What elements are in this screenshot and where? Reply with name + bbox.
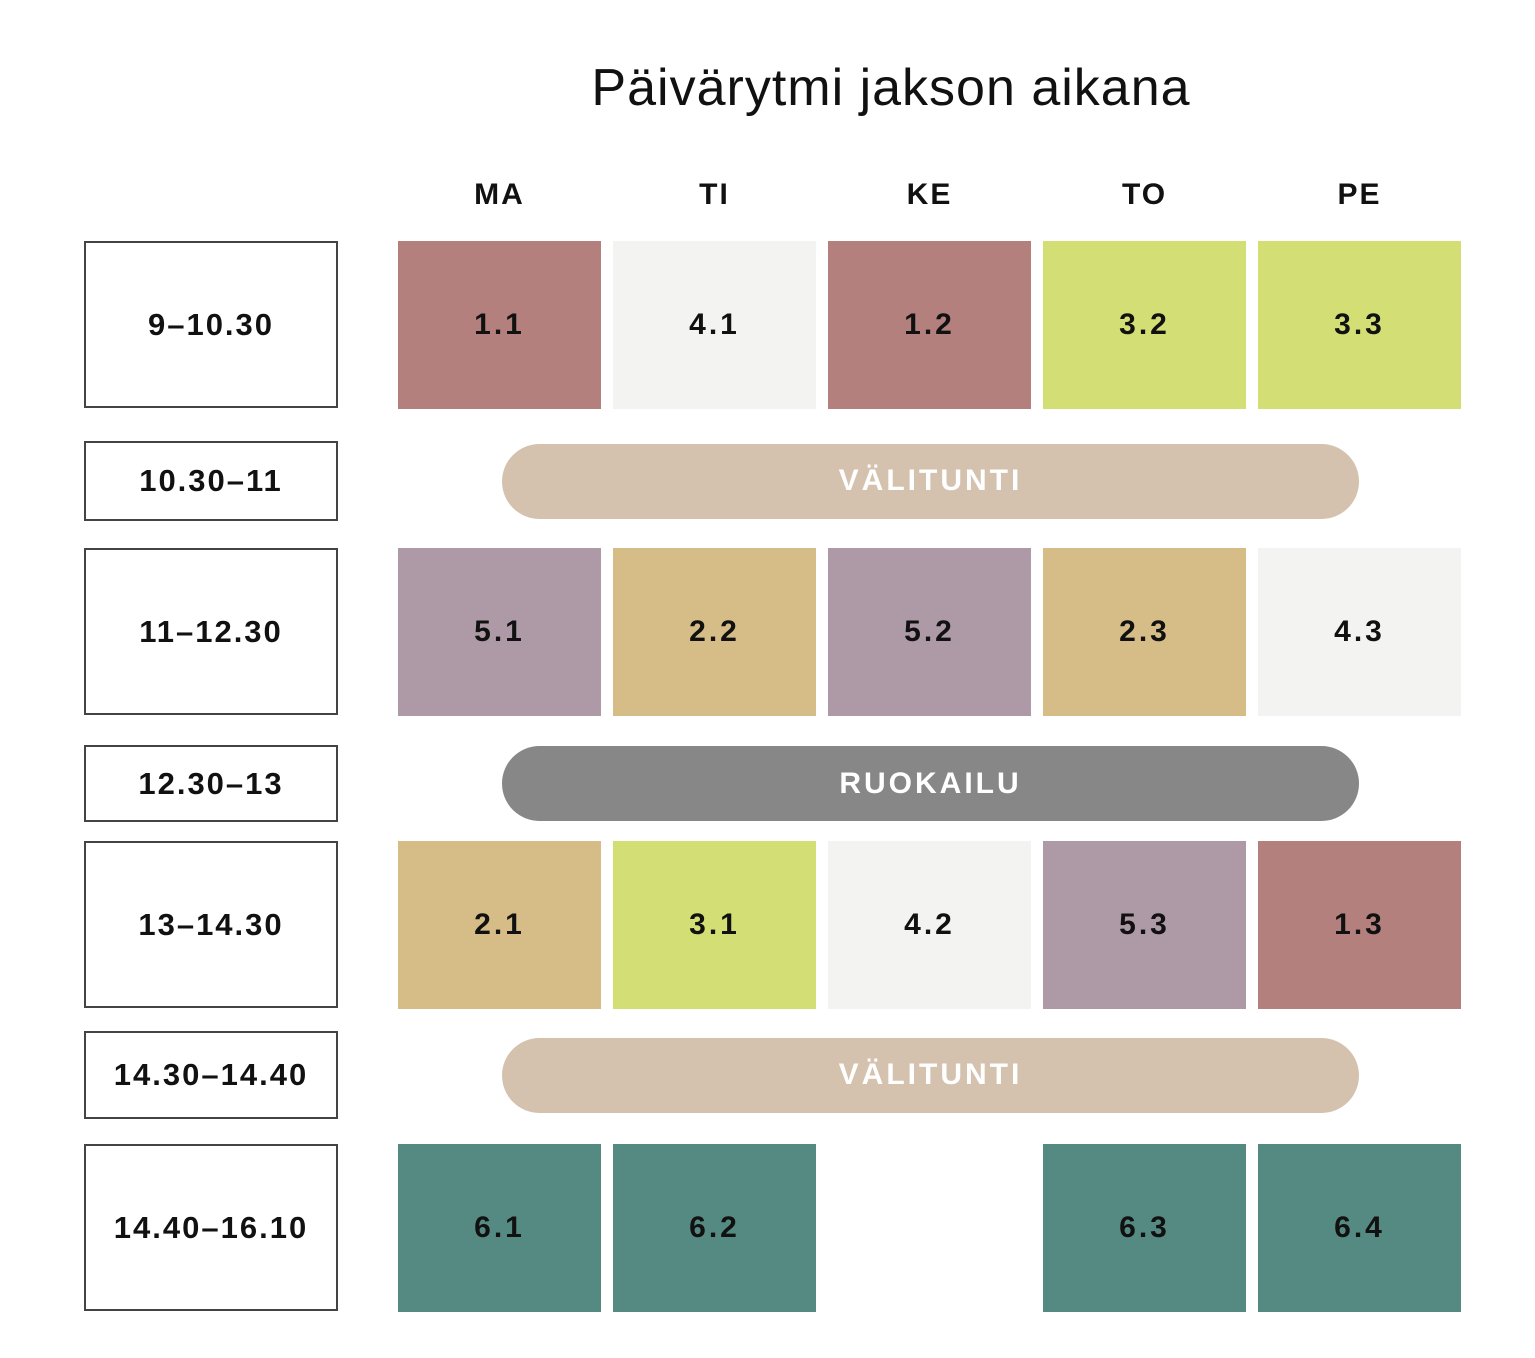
- lesson-block: 5.2: [828, 548, 1031, 716]
- break-bar: VÄLITUNTI: [502, 443, 1359, 519]
- lesson-block: 4.3: [1258, 548, 1461, 716]
- lunch-bar: RUOKAILU: [502, 746, 1359, 821]
- lesson-block: 6.4: [1258, 1144, 1461, 1312]
- lesson-block: 1.3: [1258, 841, 1461, 1009]
- time-slot-label: 14.30–14.40: [84, 1031, 338, 1119]
- time-slot-label: 9–10.30: [84, 241, 338, 408]
- day-header-ma: MA: [474, 178, 525, 211]
- lesson-block: 5.1: [398, 548, 601, 716]
- lesson-block: 5.3: [1043, 841, 1246, 1009]
- time-slot-label: 13–14.30: [84, 841, 338, 1008]
- day-header-ke: KE: [906, 178, 953, 211]
- lesson-block: 3.1: [613, 841, 816, 1009]
- lesson-block: 4.1: [613, 241, 816, 409]
- lesson-block: 2.3: [1043, 548, 1246, 716]
- lesson-block: 1.1: [398, 241, 601, 409]
- time-slot-label: 11–12.30: [84, 548, 338, 715]
- lesson-block: 6.3: [1043, 1144, 1246, 1312]
- time-slot-label: 10.30–11: [84, 441, 338, 521]
- break-bar: VÄLITUNTI: [502, 1037, 1359, 1113]
- lesson-block: 2.2: [613, 548, 816, 716]
- page-title: Päivärytmi jakson aikana: [591, 59, 1191, 117]
- day-header-to: TO: [1121, 178, 1168, 211]
- lesson-block: 1.2: [828, 241, 1031, 409]
- lesson-block: 6.1: [398, 1144, 601, 1312]
- time-slot-label: 14.40–16.10: [84, 1144, 338, 1311]
- day-header-pe: PE: [1337, 178, 1382, 211]
- day-header-ti: TI: [699, 178, 730, 211]
- time-slot-label: 12.30–13: [84, 745, 338, 822]
- lesson-block: 3.2: [1043, 241, 1246, 409]
- lesson-block: 2.1: [398, 841, 601, 1009]
- lesson-block: 3.3: [1258, 241, 1461, 409]
- lesson-block: 6.2: [613, 1144, 816, 1312]
- lesson-block: 4.2: [828, 841, 1031, 1009]
